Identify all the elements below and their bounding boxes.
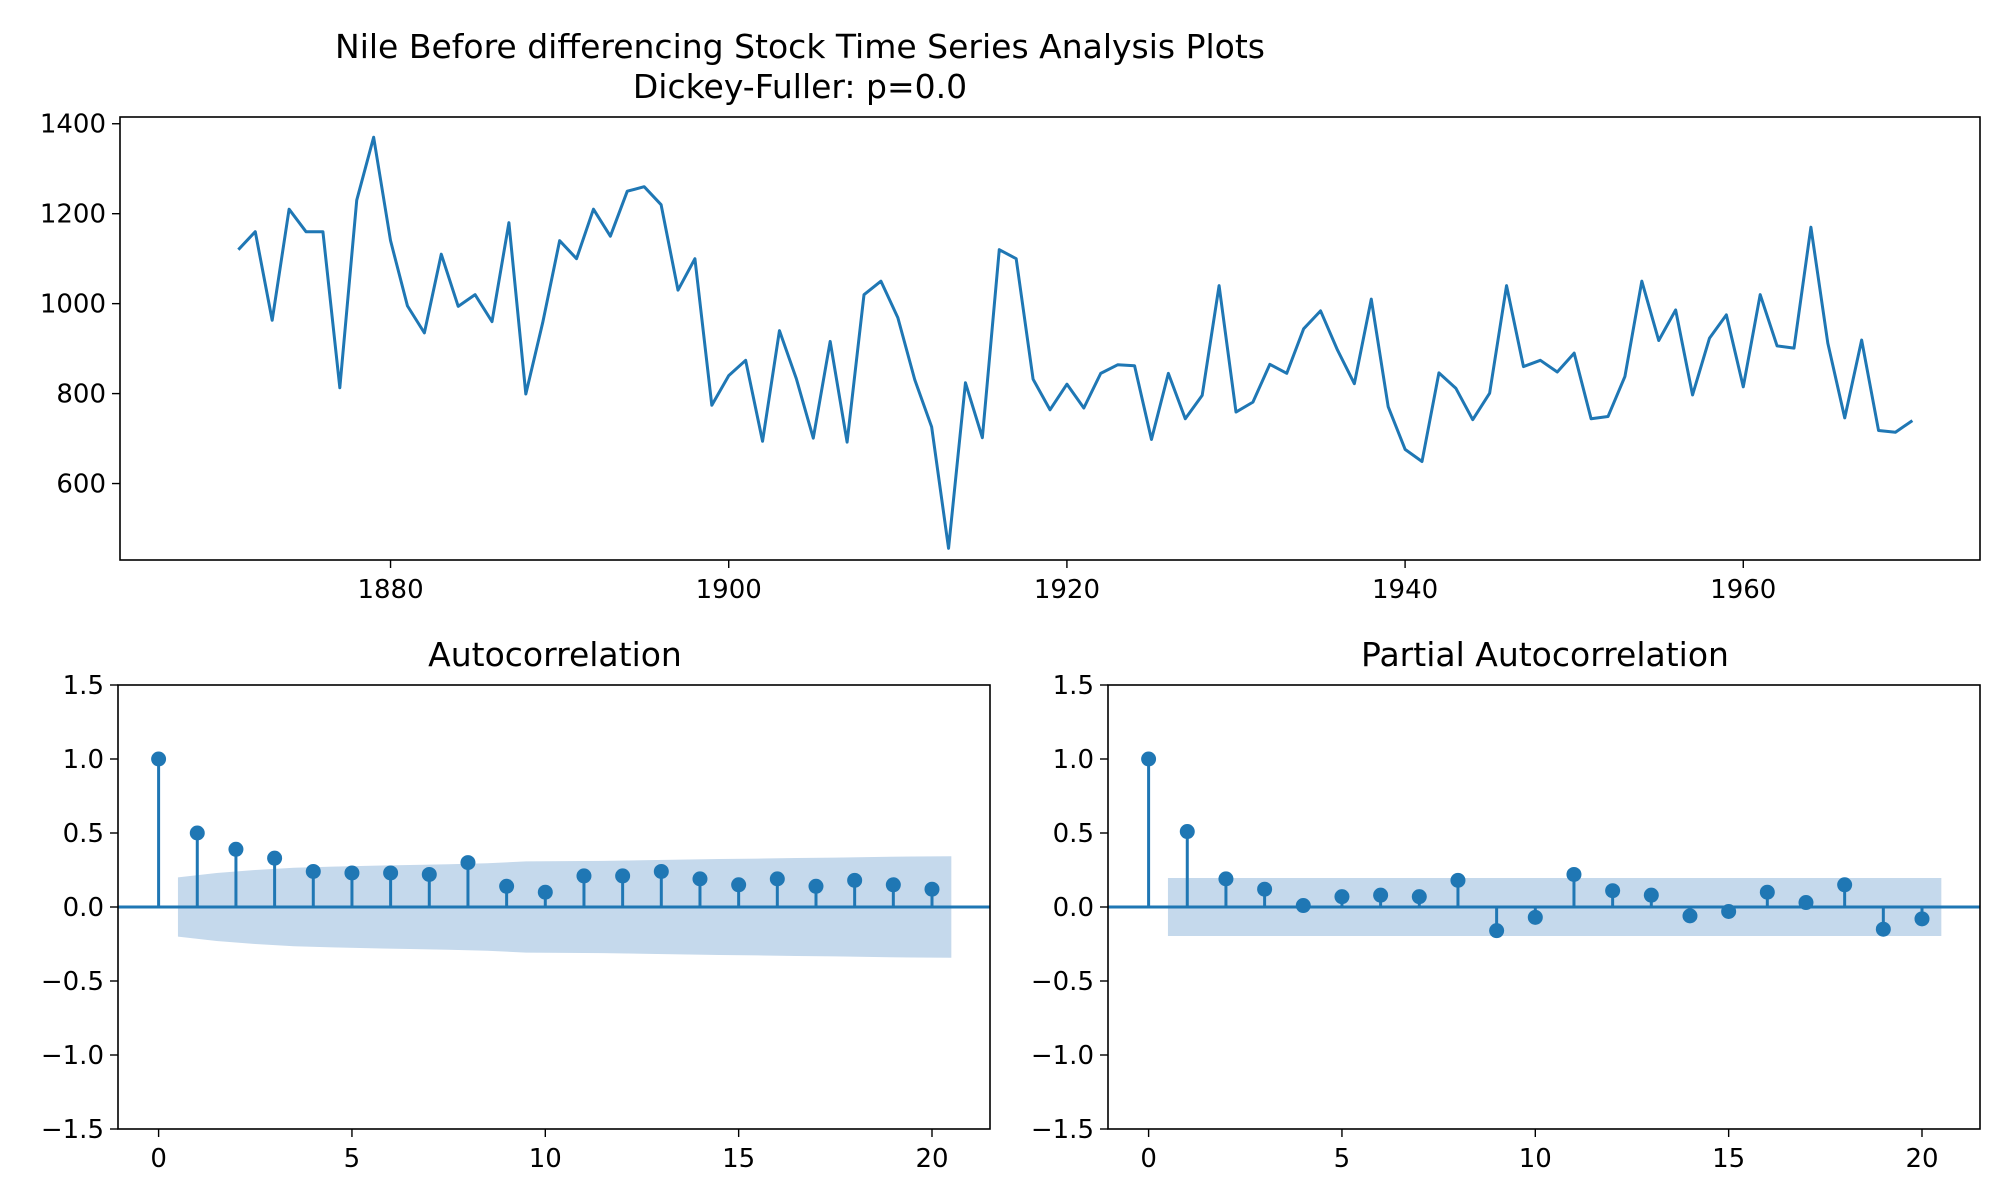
pacf-point	[1566, 866, 1582, 882]
pacf-ytick-label: 1.5	[1053, 671, 1094, 701]
acf-point	[615, 868, 631, 884]
time-series-panel: 1880 1900 1920 1940 1960 600 800 1000 1200 1400	[40, 110, 1981, 605]
ts-ytick-label: 800	[56, 380, 106, 410]
pacf-title: Partial Autocorrelation	[1361, 635, 1729, 674]
pacf-point	[1411, 889, 1427, 905]
ts-xtick-label: 1920	[1034, 575, 1100, 605]
pacf-point	[1179, 824, 1195, 840]
figure-subtitle: Dickey-Fuller: p=0.0	[633, 67, 967, 106]
acf-point	[305, 863, 321, 879]
ts-xtick-label: 1940	[1372, 575, 1438, 605]
acf-point	[924, 881, 940, 897]
series-line	[237, 135, 1914, 550]
pacf-xtick-label: 0	[1140, 1144, 1157, 1174]
acf-point	[731, 877, 747, 893]
pacf-xtick-label: 10	[1519, 1144, 1552, 1174]
acf-point	[885, 877, 901, 893]
acf-point	[576, 868, 592, 884]
acf-point	[189, 825, 205, 841]
acf-point	[151, 751, 167, 767]
ts-ytick-label: 1200	[40, 200, 106, 230]
pacf-point	[1373, 887, 1389, 903]
acf-xtick-label: 20	[915, 1144, 948, 1174]
acf-point	[537, 884, 553, 900]
ts-ytick-label: 1400	[40, 110, 106, 140]
acf-panel: 0 5 10 15 20 −1.5 −1.0 −0.5 0.0 0.5 1.0 1.5	[41, 671, 991, 1174]
pacf-ytick-label: −0.5	[1031, 967, 1094, 997]
pacf-point	[1141, 751, 1157, 767]
pacf-point	[1489, 923, 1505, 939]
pacf-ytick-label: 1.0	[1053, 745, 1094, 775]
pacf-point	[1295, 898, 1311, 914]
acf-ytick-label: 1.0	[63, 745, 104, 775]
acf-xtick-label: 15	[722, 1144, 755, 1174]
pacf-ytick-label: −1.5	[1031, 1115, 1094, 1145]
acf-point	[769, 871, 785, 887]
acf-point	[344, 865, 360, 881]
pacf-panel: 0 5 10 15 20 −1.5 −1.0 −0.5 0.0 0.5 1.0 1.5	[1031, 671, 1981, 1174]
pacf-point	[1450, 872, 1466, 888]
pacf-point	[1721, 903, 1737, 919]
acf-title: Autocorrelation	[428, 635, 682, 674]
ts-xtick-label: 1880	[357, 575, 423, 605]
acf-ytick-label: −1.0	[41, 1041, 104, 1071]
acf-ytick-label: 0.5	[63, 819, 104, 849]
pacf-ytick-label: 0.0	[1053, 893, 1094, 923]
acf-xtick-label: 10	[529, 1144, 562, 1174]
acf-xtick-label: 5	[344, 1144, 361, 1174]
pacf-point	[1257, 881, 1273, 897]
ts-xtick-label: 1900	[696, 575, 762, 605]
pacf-ytick-label: −1.0	[1031, 1041, 1094, 1071]
acf-point	[267, 850, 283, 866]
ts-ytick-label: 600	[56, 470, 106, 500]
pacf-point	[1875, 921, 1891, 937]
ts-ytick-label: 1000	[40, 290, 106, 320]
pacf-point	[1798, 895, 1814, 911]
pacf-point	[1682, 908, 1698, 924]
pacf-point	[1527, 909, 1543, 925]
acf-point	[692, 871, 708, 887]
acf-ytick-label: −0.5	[41, 967, 104, 997]
pacf-point	[1334, 889, 1350, 905]
acf-point	[653, 863, 669, 879]
acf-xtick-label: 0	[150, 1144, 167, 1174]
acf-point	[499, 878, 515, 894]
acf-point	[228, 841, 244, 857]
acf-point	[847, 872, 863, 888]
acf-point	[808, 878, 824, 894]
pacf-point	[1643, 887, 1659, 903]
pacf-point	[1218, 871, 1234, 887]
pacf-point	[1605, 883, 1621, 899]
acf-ytick-label: −1.5	[41, 1115, 104, 1145]
acf-point	[460, 855, 476, 871]
pacf-xtick-label: 15	[1712, 1144, 1745, 1174]
pacf-xtick-label: 5	[1334, 1144, 1351, 1174]
acf-point	[421, 866, 437, 882]
pacf-point	[1914, 911, 1930, 927]
pacf-point	[1837, 877, 1853, 893]
ts-frame	[119, 116, 1981, 561]
ts-xtick-label: 1960	[1710, 575, 1776, 605]
acf-point	[383, 865, 399, 881]
pacf-xtick-label: 20	[1905, 1144, 1938, 1174]
acf-ytick-label: 1.5	[63, 671, 104, 701]
pacf-ytick-label: 0.5	[1053, 819, 1094, 849]
pacf-point	[1759, 884, 1775, 900]
acf-ytick-label: 0.0	[63, 893, 104, 923]
figure-title: Nile Before differencing Stock Time Seri…	[335, 27, 1265, 66]
